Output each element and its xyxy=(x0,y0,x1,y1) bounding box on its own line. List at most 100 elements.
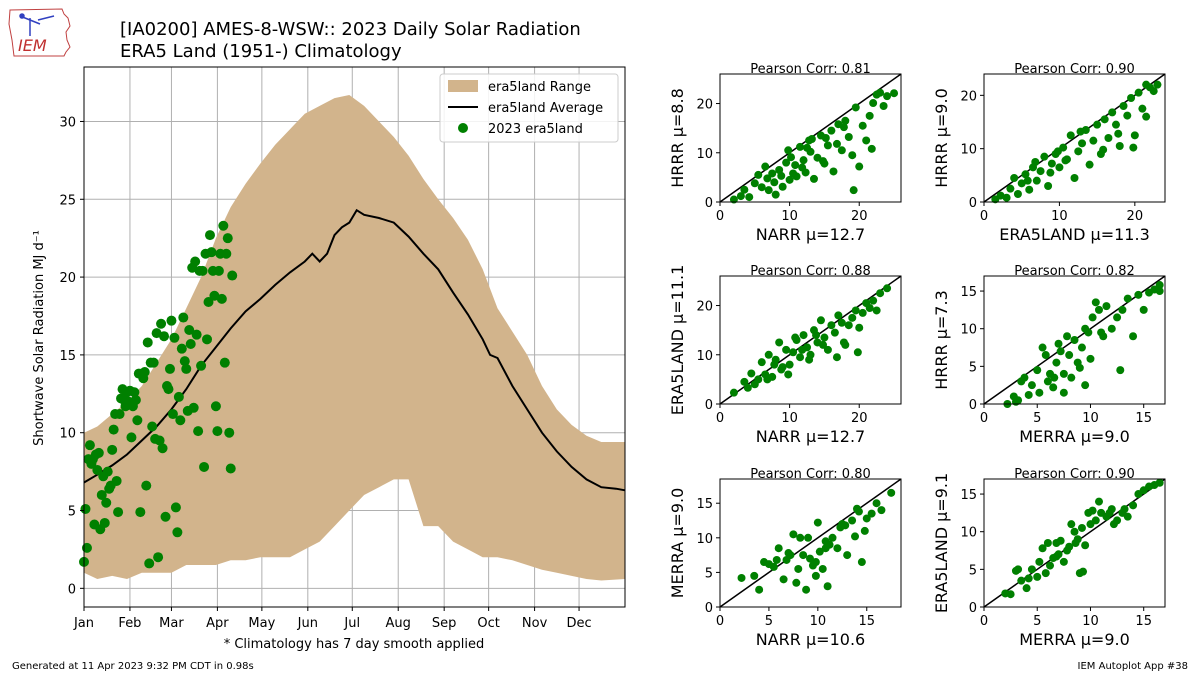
iem-logo[interactable]: IEM xyxy=(8,8,71,57)
scatter-point xyxy=(818,564,827,573)
point-2023-day-62 xyxy=(169,332,180,343)
scatter-point xyxy=(1120,505,1129,514)
scatter-point xyxy=(819,157,828,166)
point-2023-day-73 xyxy=(185,339,196,350)
scatter-point xyxy=(799,551,808,560)
scatter-point xyxy=(1091,516,1100,525)
scatter-point xyxy=(1118,305,1127,314)
scatter-point xyxy=(770,178,779,187)
point-2023-day-21 xyxy=(108,424,119,435)
scatter-point xyxy=(854,507,863,516)
scatter-point xyxy=(1113,313,1122,322)
y-tick-label-25: 25 xyxy=(59,193,76,208)
scatter-point xyxy=(785,175,794,184)
point-2023-day-39 xyxy=(135,507,146,518)
scatter-panel-3: 0 10 20 0 10 20 Pearson Corr: 0.88 NARR μ=12.7 E… xyxy=(668,264,902,446)
scatter-point xyxy=(1084,328,1093,337)
main-chart: Jan Feb Mar Apr May Jun Jul Aug Sep Oct Nov Dec 0 5 1… xyxy=(32,66,626,652)
scatter-point xyxy=(1021,170,1030,179)
scatter-point xyxy=(784,370,793,379)
y-tick-label-0: 0 xyxy=(68,582,76,597)
legend-average-label: era5land Average xyxy=(488,101,603,116)
scatter-point xyxy=(807,134,816,143)
scatter-point xyxy=(1009,392,1018,401)
scatter-point xyxy=(827,321,836,330)
scatter-point xyxy=(887,488,896,497)
scatter-point xyxy=(1040,152,1049,161)
point-2023-day-24 xyxy=(113,507,124,518)
scatter-point xyxy=(789,530,798,539)
point-2023-day-81 xyxy=(197,265,208,276)
scatter-point xyxy=(851,306,860,315)
scatter-point xyxy=(844,133,853,142)
scatter-point xyxy=(1065,351,1074,360)
scatter-point xyxy=(841,116,850,125)
scatter-point xyxy=(1077,523,1086,532)
scatter-point xyxy=(784,146,793,155)
scatter-point xyxy=(750,571,759,580)
point-2023-day-70 xyxy=(181,363,192,374)
point-2023-day-3 xyxy=(81,542,92,553)
scatter-point xyxy=(816,316,825,325)
scatter-point xyxy=(1102,302,1111,311)
scatter-point xyxy=(1054,339,1063,348)
point-2023-day-16 xyxy=(101,497,112,508)
scatter-panel-4: 0 5 10 15 0 5 10 15 Pearson Corr: 0.82 MERRA μ=9.… xyxy=(932,264,1166,446)
scatter-point xyxy=(1070,527,1079,536)
scatter-point xyxy=(787,153,796,162)
scatter-point xyxy=(1049,383,1058,392)
scatter-point xyxy=(837,318,846,327)
footer-generated: Generated at 11 Apr 2023 9:32 PM CDT in … xyxy=(12,661,254,672)
scatter-point xyxy=(798,163,807,172)
scatter-point xyxy=(796,353,805,362)
scatter-point xyxy=(1123,294,1132,303)
scatter-title: Pearson Corr: 0.82 xyxy=(1014,264,1135,279)
scatter-point xyxy=(1130,131,1139,140)
scatter-point xyxy=(1056,347,1065,356)
scatter-frame xyxy=(983,73,1166,203)
scatter-point xyxy=(1077,343,1086,352)
scatter-xlabel: MERRA μ=9.0 xyxy=(1019,427,1130,446)
scatter-point xyxy=(1022,584,1031,593)
point-2023-day-59 xyxy=(164,363,175,374)
scatter-y-tick-label: 15 xyxy=(960,285,977,300)
scatter-point xyxy=(1070,174,1079,182)
x-tick-label-feb: Feb xyxy=(118,616,141,631)
point-2023-day-2 xyxy=(80,503,91,514)
scatter-point xyxy=(1006,590,1015,599)
legend-range-swatch xyxy=(448,80,478,92)
scatter-point xyxy=(1081,381,1090,390)
scatter-point xyxy=(828,533,837,542)
x-tick-label-jul: Jul xyxy=(343,616,360,631)
scatter-y-tick-label: 15 xyxy=(960,488,977,503)
scatter-point xyxy=(1059,369,1068,378)
scatter-point xyxy=(1032,176,1041,185)
scatter-point xyxy=(811,571,820,580)
scatter-point xyxy=(819,340,828,349)
point-2023-day-33 xyxy=(126,432,137,443)
scatter-point xyxy=(770,360,779,369)
scatter-point xyxy=(805,355,814,364)
scatter-point xyxy=(849,186,858,195)
scatter-frame xyxy=(983,478,1166,608)
scatter-x-tick-label: 15 xyxy=(1135,614,1152,629)
point-2023-day-92 xyxy=(213,265,224,276)
scatter-point xyxy=(830,328,839,337)
scatter-point xyxy=(848,151,857,160)
scatter-x-tick-label: 5 xyxy=(1033,411,1041,426)
point-2023-day-91 xyxy=(212,426,223,437)
scatter-point xyxy=(1155,287,1164,296)
scatter-point xyxy=(883,284,892,293)
scatter-x-tick-label: 10 xyxy=(810,614,827,629)
scatter-point xyxy=(1078,139,1087,148)
scatter-point xyxy=(1116,366,1125,375)
scatter-point xyxy=(1075,363,1084,372)
scatter-point xyxy=(750,179,759,188)
scatter-y-tick-label: 10 xyxy=(960,323,977,338)
point-2023-day-80 xyxy=(196,360,207,371)
scatter-title: Pearson Corr: 0.80 xyxy=(750,467,871,482)
x-tick-label-nov: Nov xyxy=(522,616,548,631)
scatter-ylabel: HRRR μ=8.8 xyxy=(668,88,687,188)
scatter-point xyxy=(1027,381,1036,390)
scatter-point xyxy=(1094,497,1103,506)
